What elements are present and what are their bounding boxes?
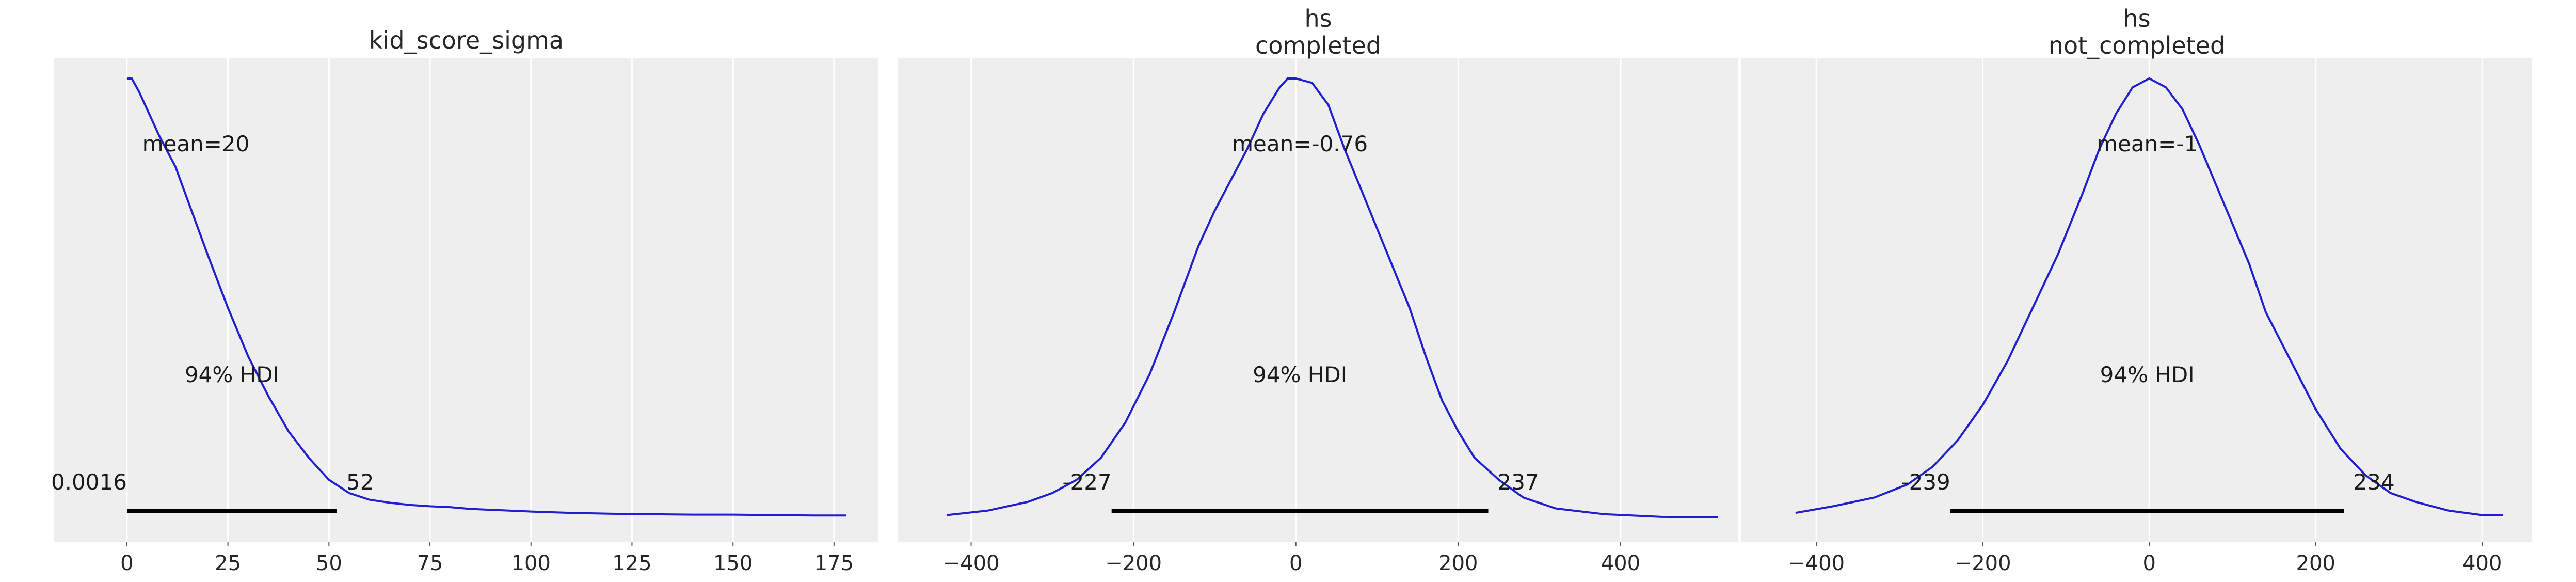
- x-tick-label: 25: [215, 552, 241, 575]
- x-tick-label: 400: [1601, 552, 1640, 575]
- x-tick-label: 200: [1438, 552, 1478, 575]
- x-tick-label: 75: [417, 552, 443, 575]
- hdi-low-label: -239: [1901, 469, 1950, 495]
- x-tick-label: 400: [2462, 552, 2502, 575]
- panel-background: [1741, 58, 2532, 542]
- x-tick-label: 175: [814, 552, 854, 575]
- hdi-high-label: 237: [1498, 469, 1539, 495]
- x-tick-label: 125: [612, 552, 651, 575]
- density-curve: [126, 77, 846, 517]
- panel-title: hs: [2123, 5, 2150, 33]
- x-tick-label: 50: [316, 552, 342, 575]
- panel-background: [898, 58, 1738, 542]
- density-curve: [947, 77, 1718, 518]
- hdi-high-label: 52: [346, 469, 374, 495]
- x-tick-label: −200: [1105, 552, 1162, 575]
- density-curve: [1795, 77, 2503, 516]
- hdi-low-label: 0.0016: [51, 469, 127, 495]
- x-tick-label: 100: [511, 552, 551, 575]
- panel-title: hs: [1304, 5, 1332, 33]
- hdi-label: 94% HDI: [1253, 362, 1347, 387]
- hdi-high-label: 234: [2354, 469, 2395, 495]
- x-tick-label: −400: [943, 552, 1000, 575]
- panel-title: completed: [1255, 32, 1381, 59]
- hdi-low-label: -227: [1062, 469, 1111, 495]
- x-tick-label: 0: [120, 552, 133, 575]
- x-tick-label: 0: [2142, 552, 2155, 575]
- panel-1: 0 25 50 75 100 125 150 175 kid_score_sigma 0.0016…: [51, 26, 878, 575]
- x-tick-label: −200: [1955, 552, 2011, 575]
- x-tick-label: −400: [1788, 552, 1845, 575]
- mean-label: mean=-0.76: [1232, 131, 1368, 156]
- hdi-label: 94% HDI: [2100, 362, 2195, 387]
- hdi-label: 94% HDI: [185, 362, 279, 387]
- panel-title: not_completed: [2049, 32, 2225, 59]
- panel-title: kid_score_sigma: [369, 26, 564, 54]
- panel-background: [54, 58, 878, 542]
- x-tick-label: 150: [713, 552, 753, 575]
- x-tick-label: 0: [1289, 552, 1302, 575]
- x-tick-label: 200: [2296, 552, 2335, 575]
- mean-label: mean=-1: [2097, 131, 2198, 156]
- mean-label: mean=20: [142, 131, 250, 156]
